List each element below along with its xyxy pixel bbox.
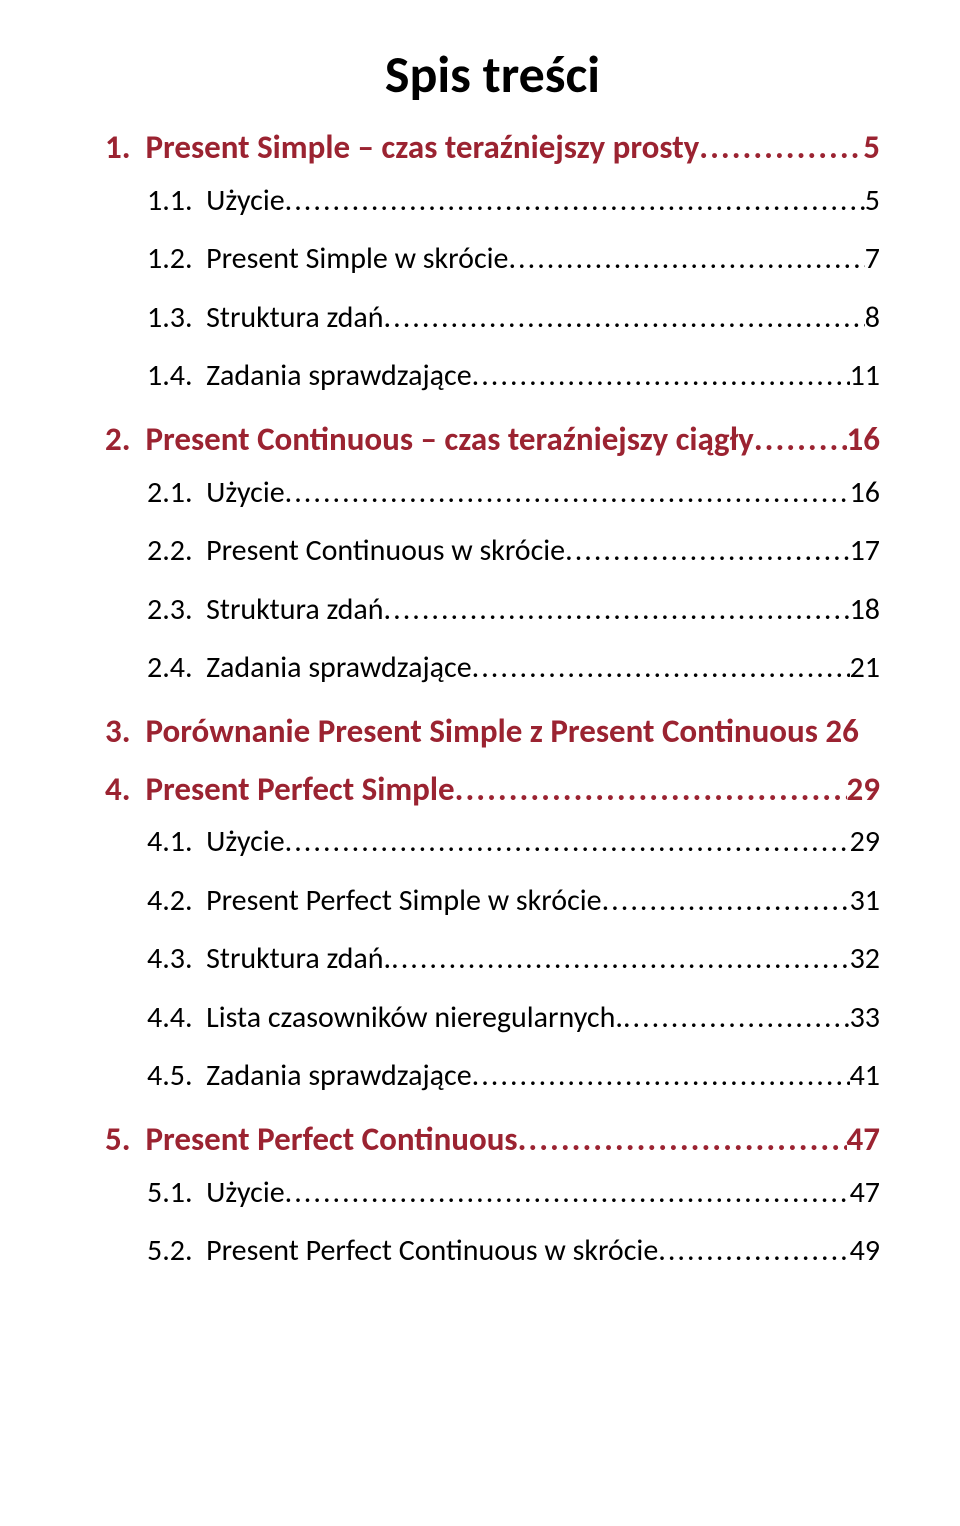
- toc-leader-dots: ........................................…: [384, 289, 865, 348]
- toc-entry-label: 2.2. Present Continuous w skrócie: [147, 522, 565, 581]
- toc-entry-page: 26: [825, 711, 858, 751]
- toc-entry-page: 29: [847, 766, 880, 814]
- toc-entry-level2: 1.4. Zadania sprawdzające...............…: [105, 347, 880, 406]
- toc-entry-label: 2. Present Continuous – czas teraźniejsz…: [105, 416, 754, 464]
- toc-leader-dots: ........................................…: [391, 930, 849, 989]
- toc-entry-label: 4.5. Zadania sprawdzające: [147, 1047, 472, 1106]
- toc-entry-page: 29: [850, 813, 880, 872]
- toc-entry-label: 4.3. Struktura zdań.: [147, 930, 391, 989]
- toc-entry-page: 32: [850, 930, 880, 989]
- toc-leader-dots: ........................................…: [285, 1164, 850, 1223]
- toc-leader-dots: ........................................…: [508, 230, 864, 289]
- toc-entry-label: 1.3. Struktura zdań: [147, 289, 384, 348]
- toc-entry-page: 41: [850, 1047, 880, 1106]
- toc-entry-level2: 4.3. Struktura zdań.....................…: [105, 930, 880, 989]
- toc-leader-dots: ........................................…: [565, 522, 849, 581]
- toc-entry-label: 4.1. Użycie: [147, 813, 285, 872]
- toc-entry-label: 5.2. Present Perfect Continuous w skróci…: [147, 1222, 658, 1281]
- toc-entry-label: 5. Present Perfect Continuous: [105, 1116, 518, 1164]
- toc-entry-level2: 4.4. Lista czasowników nieregularnych...…: [105, 989, 880, 1048]
- toc-entry-level1: 4. Present Perfect Simple ..............…: [105, 766, 880, 814]
- toc-leader-dots: ........................................…: [472, 639, 850, 698]
- toc-leader-dots: ........................................…: [455, 766, 847, 814]
- toc-entry-level1: 2. Present Continuous – czas teraźniejsz…: [105, 416, 880, 464]
- toc-entry-page: 21: [850, 639, 880, 698]
- toc-entry-level2: 4.1. Użycie.............................…: [105, 813, 880, 872]
- toc-entry-label: 2.3. Struktura zdań: [147, 581, 384, 640]
- toc-entry-page: 33: [850, 989, 880, 1048]
- toc-entry-label: 4.4. Lista czasowników nieregularnych.: [147, 989, 623, 1048]
- toc-entry-label: 4.2. Present Perfect Simple w skrócie: [147, 872, 602, 931]
- toc-entry-level2: 5.1. Użycie.............................…: [105, 1164, 880, 1223]
- toc-entry-label: 1.1. Użycie: [147, 172, 285, 231]
- toc-entry-label: 1.2. Present Simple w skrócie: [147, 230, 508, 289]
- toc-leader-dots: ........................................…: [754, 416, 847, 464]
- toc-entry-page: 5: [865, 172, 880, 231]
- toc-entry-level2: 4.5. Zadania sprawdzające...............…: [105, 1047, 880, 1106]
- toc-entry-page: 17: [850, 522, 880, 581]
- toc-entry-level1: 1. Present Simple – czas teraźniejszy pr…: [105, 124, 880, 172]
- toc-entry-label: 1. Present Simple – czas teraźniejszy pr…: [105, 124, 699, 172]
- page-title: Spis treści: [105, 42, 880, 106]
- toc-entry-page: 5: [863, 124, 880, 172]
- toc-entry-page: 16: [850, 464, 880, 523]
- toc-entry-level2: 2.4. Zadania sprawdzające...............…: [105, 639, 880, 698]
- toc-entry-page: 49: [850, 1222, 880, 1281]
- toc-leader-dots: ........................................…: [699, 124, 863, 172]
- toc-leader-dots: ........................................…: [518, 1116, 847, 1164]
- toc-entry-level2: 4.2. Present Perfect Simple w skrócie...…: [105, 872, 880, 931]
- toc-entry-level2: 1.2. Present Simple w skrócie...........…: [105, 230, 880, 289]
- toc-entry-label: 2.4. Zadania sprawdzające: [147, 639, 472, 698]
- toc-entry-level1: 5. Present Perfect Continuous ..........…: [105, 1116, 880, 1164]
- toc-entry-label: 5.1. Użycie: [147, 1164, 285, 1223]
- toc-entry-page: 18: [850, 581, 880, 640]
- toc-entry-page: 11: [850, 347, 880, 406]
- toc-entry-level2: 1.1. Użycie.............................…: [105, 172, 880, 231]
- table-of-contents: 1. Present Simple – czas teraźniejszy pr…: [105, 124, 880, 1281]
- toc-leader-dots: ........................................…: [472, 347, 850, 406]
- toc-entry-label: 1.4. Zadania sprawdzające: [147, 347, 472, 406]
- toc-leader-dots: ........................................…: [472, 1047, 850, 1106]
- toc-entry-page: 7: [865, 230, 880, 289]
- toc-entry-level2: 2.2. Present Continuous w skrócie.......…: [105, 522, 880, 581]
- toc-entry-page: 47: [847, 1116, 880, 1164]
- toc-entry-level2: 1.3. Struktura zdań.....................…: [105, 289, 880, 348]
- toc-entry-level2: 5.2. Present Perfect Continuous w skróci…: [105, 1222, 880, 1281]
- toc-leader-dots: ........................................…: [384, 581, 850, 640]
- toc-entry-level2: 2.1. Użycie.............................…: [105, 464, 880, 523]
- toc-entry-page: 47: [850, 1164, 880, 1223]
- toc-entry-label: 4. Present Perfect Simple: [105, 766, 455, 814]
- toc-entry-level2: 2.3. Struktura zdań.....................…: [105, 581, 880, 640]
- toc-entry-label: 3. Porównanie Present Simple z Present C…: [105, 711, 825, 751]
- toc-entry-level1: 3. Porównanie Present Simple z Present C…: [105, 708, 880, 756]
- toc-entry-page: 31: [850, 872, 880, 931]
- toc-leader-dots: ........................................…: [285, 813, 850, 872]
- toc-leader-dots: ........................................…: [285, 464, 850, 523]
- toc-leader-dots: ........................................…: [602, 872, 850, 931]
- toc-entry-page: 16: [847, 416, 880, 464]
- toc-leader-dots: ........................................…: [658, 1222, 849, 1281]
- toc-leader-dots: ........................................…: [623, 989, 850, 1048]
- toc-leader-dots: ........................................…: [285, 172, 865, 231]
- toc-entry-label: 2.1. Użycie: [147, 464, 285, 523]
- toc-entry-page: 8: [865, 289, 880, 348]
